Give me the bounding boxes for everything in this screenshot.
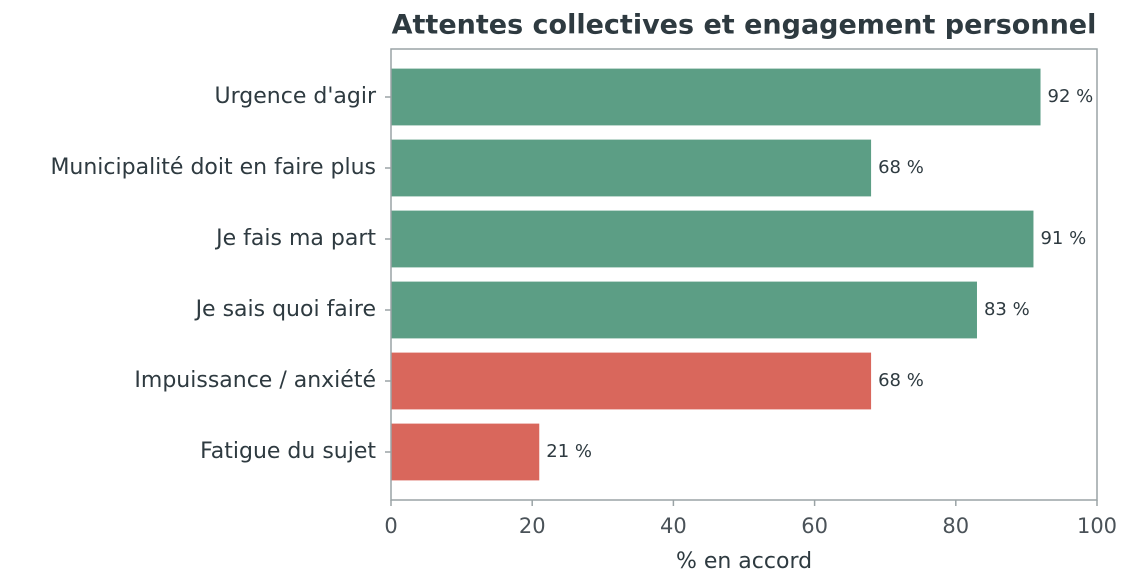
bar bbox=[391, 281, 977, 339]
y-tick-label: Fatigue du sujet bbox=[200, 439, 376, 464]
value-label: 68 % bbox=[878, 157, 924, 178]
x-tick-label: 20 bbox=[519, 514, 546, 538]
value-label: 92 % bbox=[1048, 86, 1094, 107]
y-tick-label: Je fais ma part bbox=[214, 226, 376, 251]
y-tick-label: Je sais quoi faire bbox=[194, 297, 376, 322]
x-tick-label: 80 bbox=[942, 514, 969, 538]
value-label: 68 % bbox=[878, 370, 924, 391]
value-label: 83 % bbox=[984, 299, 1030, 320]
x-tick-label: 60 bbox=[801, 514, 828, 538]
y-tick-label: Impuissance / anxiété bbox=[134, 368, 376, 393]
value-label: 21 % bbox=[546, 441, 592, 462]
chart-title: Attentes collectives et engagement perso… bbox=[392, 10, 1097, 41]
x-tick-label: 0 bbox=[384, 514, 397, 538]
bar bbox=[391, 139, 872, 197]
axes-frame bbox=[390, 48, 1098, 501]
bar bbox=[391, 423, 540, 481]
y-tick-label: Municipalité doit en faire plus bbox=[50, 155, 376, 180]
y-tick-label: Urgence d'agir bbox=[215, 84, 377, 109]
x-tick-label: 100 bbox=[1077, 514, 1117, 538]
bar bbox=[391, 68, 1041, 126]
bar bbox=[391, 352, 872, 410]
x-tick-label: 40 bbox=[660, 514, 687, 538]
x-axis-label: % en accord bbox=[676, 549, 812, 574]
bar bbox=[391, 210, 1034, 268]
value-label: 91 % bbox=[1040, 228, 1086, 249]
